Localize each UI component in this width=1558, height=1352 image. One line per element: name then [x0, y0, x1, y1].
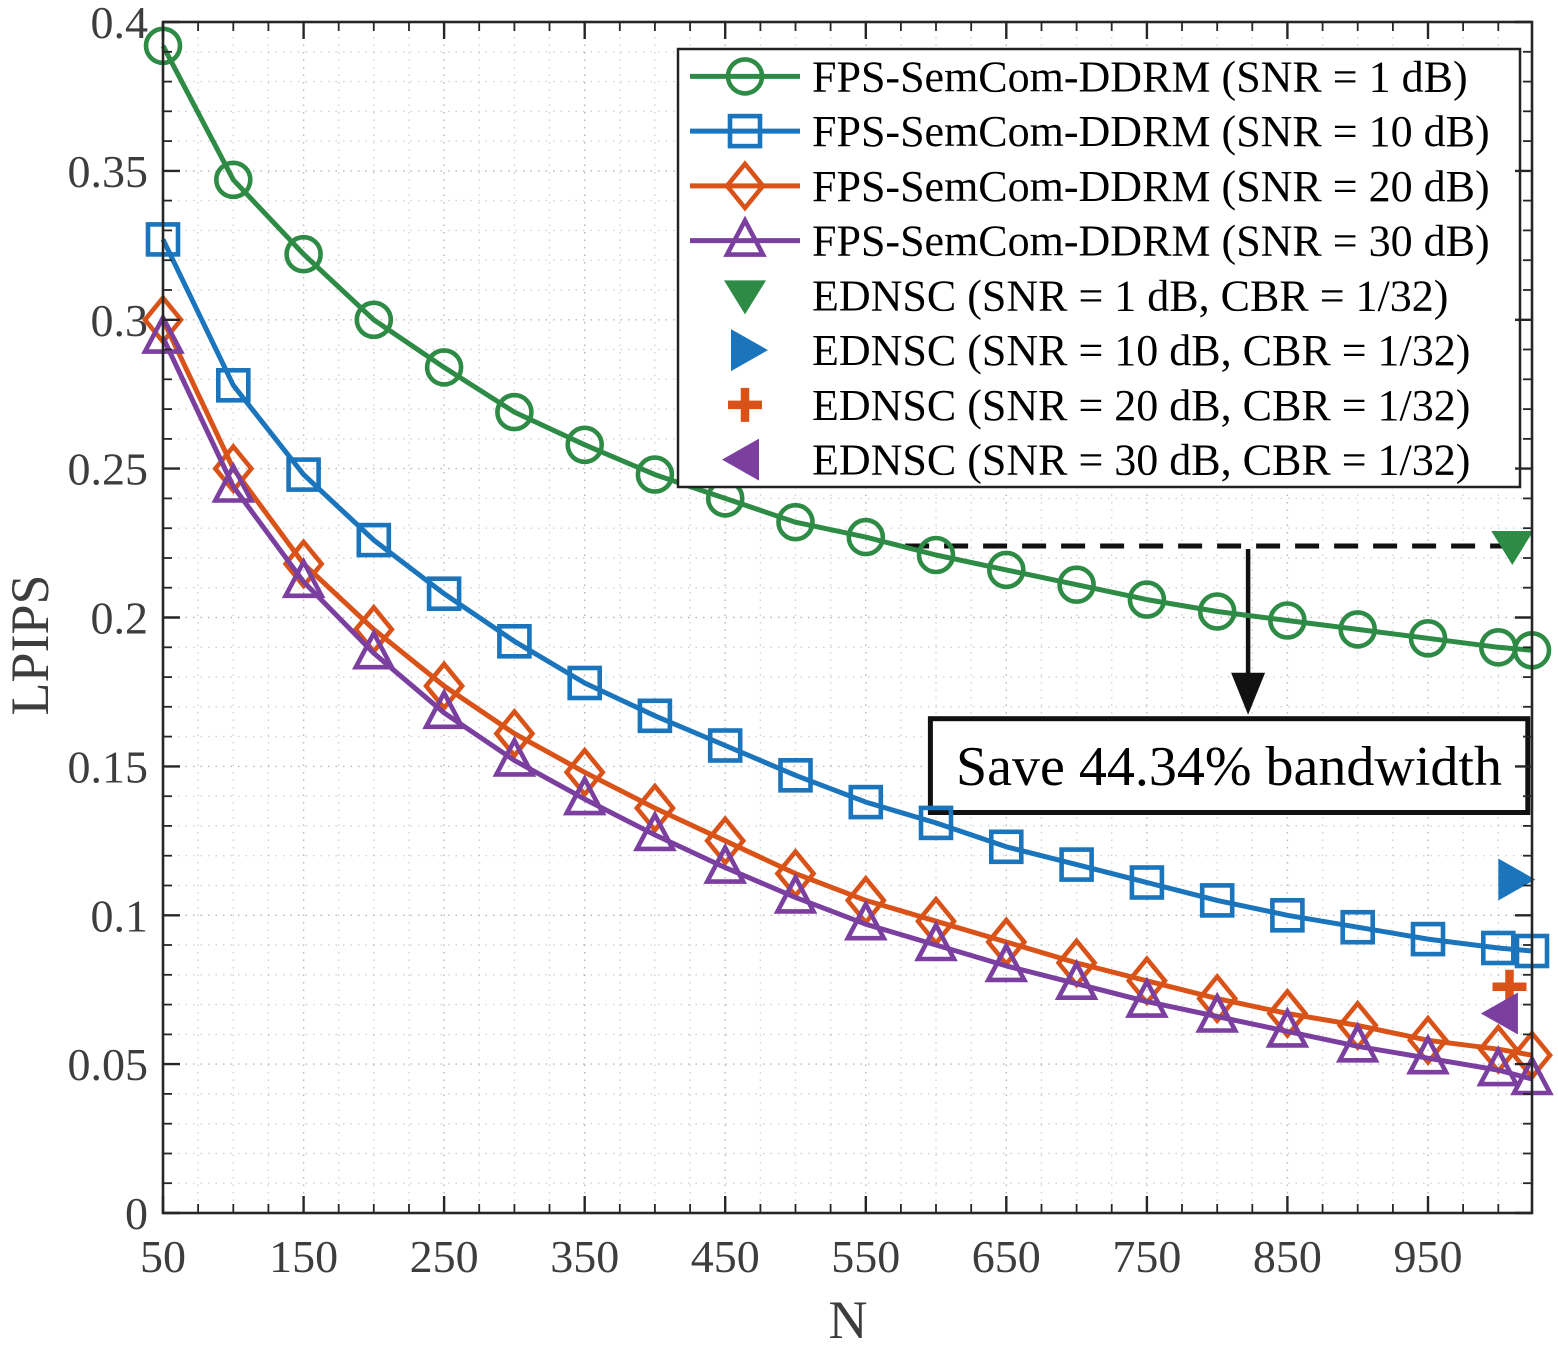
y-tick-label: 0.05	[68, 1039, 149, 1090]
ednsc-points	[1480, 531, 1536, 1035]
y-tick-label: 0.1	[91, 890, 149, 941]
y-tick-label: 0.25	[68, 444, 149, 495]
y-axis-label: LPIPS	[0, 574, 60, 715]
legend-item: FPS-SemCom-DDRM (SNR = 20 dB)	[690, 160, 1490, 212]
y-tick-label: 0.3	[91, 295, 149, 346]
legend-box	[676, 47, 1522, 489]
annotation-text: Save 44.34% bandwidth	[956, 736, 1502, 798]
legend: FPS-SemCom-DDRM (SNR = 1 dB) FPS-SemCom-D…	[676, 47, 1522, 489]
legend-label: EDNSC (SNR = 1 dB, CBR = 1/32)	[812, 271, 1448, 320]
series-line	[160, 336, 1533, 1082]
legend-label: EDNSC (SNR = 10 dB, CBR = 1/32)	[812, 326, 1470, 375]
legend-marker	[724, 160, 766, 212]
x-axis-ticks	[161, 22, 1500, 1213]
x-tick-label: 150	[269, 1231, 338, 1282]
x-tick-labels: 50 150 250 350 450 550 650 750 850 950	[140, 1231, 1463, 1282]
legend-item: FPS-SemCom-DDRM (SNR = 1 dB)	[690, 52, 1468, 101]
legend-label: EDNSC (SNR = 30 dB, CBR = 1/32)	[812, 436, 1470, 485]
legend-marker	[722, 438, 759, 481]
series-markers	[143, 26, 1552, 670]
legend-label: EDNSC (SNR = 20 dB, CBR = 1/32)	[812, 381, 1470, 430]
legend-marker	[731, 329, 768, 372]
legend-item: EDNSC (SNR = 10 dB, CBR = 1/32)	[731, 326, 1470, 375]
bandwidth-arrow-head	[1231, 672, 1266, 715]
legend-label: FPS-SemCom-DDRM (SNR = 20 dB)	[812, 162, 1490, 211]
y-tick-labels: 0 0.05 0.1 0.15 0.2 0.25 0.3 0.35 0.4	[68, 0, 149, 1239]
axes: 50 150 250 350 450 550 650 750 850 950 0 0.05 0.1 0.1…	[68, 0, 1534, 1282]
x-tick-label: 650	[972, 1231, 1041, 1282]
legend-item: FPS-SemCom-DDRM (SNR = 10 dB)	[690, 107, 1490, 156]
y-tick-label: 0.2	[91, 593, 149, 644]
legend-marker	[724, 280, 766, 315]
legend-item: FPS-SemCom-DDRM (SNR = 30 dB)	[690, 215, 1490, 266]
legend-item: EDNSC (SNR = 30 dB, CBR = 1/32)	[722, 436, 1470, 485]
legend-label: FPS-SemCom-DDRM (SNR = 30 dB)	[812, 217, 1490, 266]
y-tick-label: 0.15	[68, 741, 149, 792]
legend-marker	[723, 215, 767, 257]
x-tick-label: 250	[410, 1231, 479, 1282]
series-line	[160, 44, 1533, 653]
ednsc-marker	[1480, 992, 1518, 1035]
legend-label: FPS-SemCom-DDRM (SNR = 1 dB)	[812, 52, 1468, 101]
x-tick-label: 550	[831, 1231, 900, 1282]
series-line	[160, 238, 1533, 954]
series-circle	[143, 26, 1552, 670]
y-tick-label: 0.4	[91, 0, 149, 48]
y-axis-ticks	[163, 20, 1532, 1215]
x-tick-label: 950	[1394, 1231, 1463, 1282]
x-tick-label: 350	[550, 1231, 619, 1282]
legend-item: EDNSC (SNR = 1 dB, CBR = 1/32)	[724, 271, 1448, 320]
series-markers	[141, 312, 1554, 1096]
x-tick-label: 850	[1253, 1231, 1322, 1282]
legend-marker	[728, 387, 762, 422]
ednsc-marker	[1498, 858, 1536, 901]
x-tick-label: 50	[140, 1231, 186, 1282]
legend-label: FPS-SemCom-DDRM (SNR = 10 dB)	[812, 107, 1490, 156]
y-tick-label: 0	[125, 1188, 148, 1239]
ednsc-marker	[1491, 531, 1534, 565]
annotation-box	[927, 716, 1531, 816]
x-tick-label: 450	[691, 1231, 760, 1282]
legend-marker	[725, 57, 765, 96]
y-tick-label: 0.35	[68, 146, 149, 197]
x-axis-label: N	[829, 1290, 868, 1350]
series-triangle-up	[141, 312, 1554, 1096]
legend-item: EDNSC (SNR = 20 dB, CBR = 1/32)	[728, 381, 1470, 430]
x-tick-label: 750	[1112, 1231, 1181, 1282]
legend-marker	[727, 113, 763, 149]
